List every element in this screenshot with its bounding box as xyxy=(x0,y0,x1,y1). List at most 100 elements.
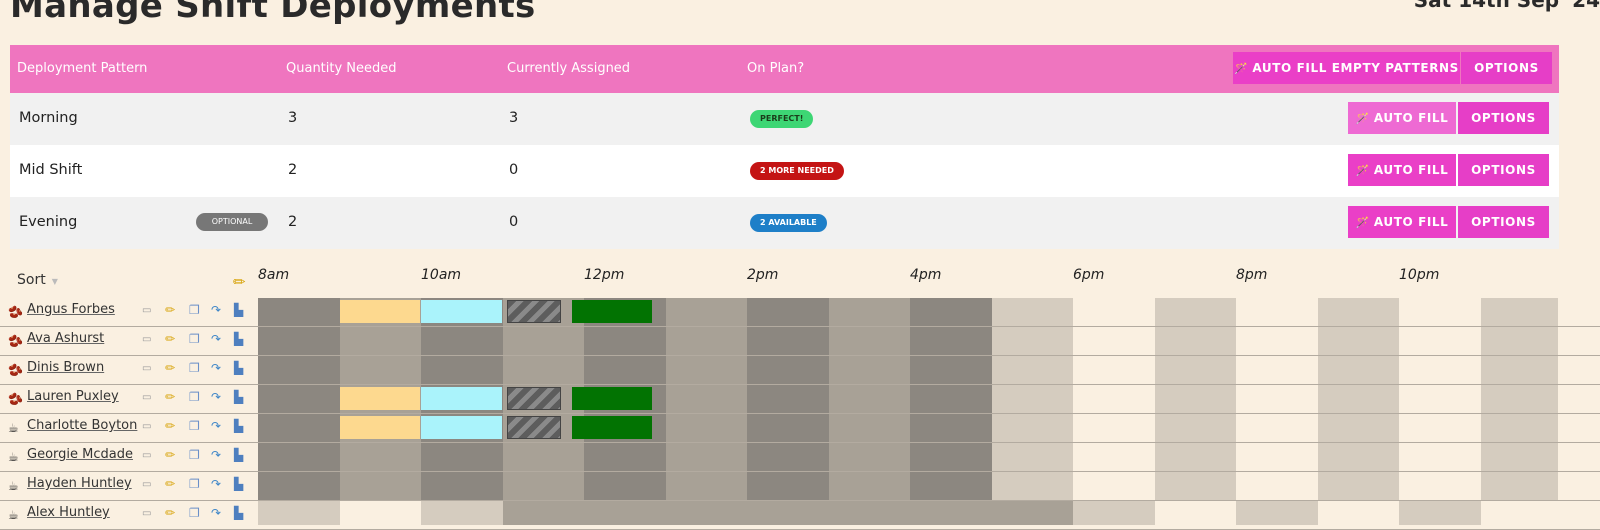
status-badge: 2 MORE NEEDED xyxy=(750,162,844,180)
time-label: 4pm xyxy=(910,267,942,283)
break-segment[interactable] xyxy=(506,387,561,410)
pencil-icon[interactable]: ✏ xyxy=(165,477,176,491)
redo-icon[interactable]: ↷ xyxy=(211,448,222,462)
pencil-icon[interactable]: ✏ xyxy=(165,506,176,520)
shift-segment-main[interactable] xyxy=(571,300,653,323)
employee-row: ☕ Charlotte Boyton ▭ ✏ ❐ ↷ ▙ xyxy=(8,414,258,443)
assign-icon[interactable]: ▙ xyxy=(234,419,244,433)
redo-icon[interactable]: ↷ xyxy=(211,506,222,520)
assign-icon[interactable]: ▙ xyxy=(234,361,244,375)
hour-block xyxy=(665,327,747,355)
sort-dropdown[interactable]: Sort ▼ xyxy=(17,272,58,288)
copy-icon[interactable]: ❐ xyxy=(189,419,200,433)
redo-icon[interactable]: ↷ xyxy=(211,390,222,404)
deployment-row-evening: Evening OPTIONAL 2 0 2 AVAILABLE 🪄 AUTO F… xyxy=(10,197,1559,249)
hour-block xyxy=(584,472,666,500)
pencil-icon[interactable]: ✏ xyxy=(165,419,176,433)
employee-name-link[interactable]: Georgie Mcdade xyxy=(27,447,133,462)
copy-icon[interactable]: ❐ xyxy=(189,477,200,491)
copy-icon[interactable]: ❐ xyxy=(189,303,200,317)
shift-segment-main[interactable] xyxy=(571,416,653,439)
ruler-icon[interactable]: ▭ xyxy=(142,334,152,345)
hour-block xyxy=(1317,443,1399,471)
hour-block xyxy=(258,327,340,355)
ruler-icon[interactable]: ▭ xyxy=(142,305,152,316)
employee-name-link[interactable]: Charlotte Boyton xyxy=(27,418,138,433)
copy-icon[interactable]: ❐ xyxy=(189,390,200,404)
ruler-icon[interactable]: ▭ xyxy=(142,479,152,490)
shift-segment-early[interactable] xyxy=(339,300,420,323)
auto-fill-empty-patterns-button[interactable]: 🪄 AUTO FILL EMPTY PATTERNS xyxy=(1233,52,1460,84)
hour-block xyxy=(258,356,340,384)
assign-icon[interactable]: ▙ xyxy=(234,390,244,404)
shift-segment-main[interactable] xyxy=(571,387,653,410)
pencil-icon[interactable]: ✏ xyxy=(165,361,176,375)
break-segment[interactable] xyxy=(506,416,561,439)
ruler-icon[interactable]: ▭ xyxy=(142,450,152,461)
schedule-row[interactable] xyxy=(258,414,1558,443)
shift-segment-late[interactable] xyxy=(421,300,502,323)
copy-icon[interactable]: ❐ xyxy=(189,448,200,462)
schedule-row[interactable] xyxy=(258,327,1558,356)
coffee-cup-icon: ☕ xyxy=(8,508,19,522)
redo-icon[interactable]: ↷ xyxy=(211,477,222,491)
employee-name-link[interactable]: Alex Huntley xyxy=(27,505,110,520)
shift-segment-late[interactable] xyxy=(421,416,502,439)
auto-fill-button[interactable]: 🪄 AUTO FILL xyxy=(1348,206,1456,238)
schedule-row[interactable] xyxy=(258,356,1558,385)
page-date: Sat 14th Sep '24 xyxy=(1413,0,1600,12)
ruler-icon[interactable]: ▭ xyxy=(142,392,152,403)
shift-segment-late[interactable] xyxy=(421,387,502,410)
assign-icon[interactable]: ▙ xyxy=(234,506,244,520)
row-divider xyxy=(0,471,1600,472)
hour-block xyxy=(910,414,992,442)
hour-block xyxy=(747,385,829,413)
schedule-row[interactable] xyxy=(258,472,1558,501)
pencil-icon[interactable]: ✏ xyxy=(165,303,176,317)
assign-icon[interactable]: ▙ xyxy=(234,332,244,346)
options-button[interactable]: OPTIONS xyxy=(1458,102,1549,134)
options-button[interactable]: OPTIONS xyxy=(1458,206,1549,238)
redo-icon[interactable]: ↷ xyxy=(211,361,222,375)
chevron-down-icon: ▼ xyxy=(51,277,58,286)
redo-icon[interactable]: ↷ xyxy=(211,332,222,346)
copy-icon[interactable]: ❐ xyxy=(189,506,200,520)
employee-name-link[interactable]: Lauren Puxley xyxy=(27,389,119,404)
redo-icon[interactable]: ↷ xyxy=(211,303,222,317)
schedule-row[interactable] xyxy=(258,298,1558,327)
auto-fill-button[interactable]: 🪄 AUTO FILL xyxy=(1348,154,1456,186)
employee-name-link[interactable]: Ava Ashurst xyxy=(27,331,105,346)
employee-name-link[interactable]: Hayden Huntley xyxy=(27,476,132,491)
employee-name-link[interactable]: Angus Forbes xyxy=(27,302,115,317)
shift-segment-early[interactable] xyxy=(339,416,420,439)
assign-icon[interactable]: ▙ xyxy=(234,477,244,491)
ruler-icon[interactable]: ▭ xyxy=(142,421,152,432)
assign-icon[interactable]: ▙ xyxy=(234,448,244,462)
ruler-icon[interactable]: ▭ xyxy=(142,363,152,374)
auto-fill-button[interactable]: 🪄 AUTO FILL xyxy=(1348,102,1456,134)
auto-fill-empty-label: AUTO FILL EMPTY PATTERNS xyxy=(1252,61,1459,75)
assign-icon[interactable]: ▙ xyxy=(234,303,244,317)
schedule-row[interactable] xyxy=(258,385,1558,414)
pencil-icon[interactable]: ✏ xyxy=(165,332,176,346)
hour-block xyxy=(910,356,992,384)
hour-block xyxy=(828,385,910,413)
employee-name-link[interactable]: Dinis Brown xyxy=(27,360,105,375)
magic-wand-icon: 🪄 xyxy=(1355,216,1370,229)
schedule-row[interactable] xyxy=(258,501,1558,525)
schedule-row[interactable] xyxy=(258,443,1558,472)
header-quantity-needed: Quantity Needed xyxy=(286,61,397,76)
break-segment[interactable] xyxy=(506,300,561,323)
options-button[interactable]: OPTIONS xyxy=(1458,154,1549,186)
redo-icon[interactable]: ↷ xyxy=(211,419,222,433)
copy-icon[interactable]: ❐ xyxy=(189,361,200,375)
copy-icon[interactable]: ❐ xyxy=(189,332,200,346)
pencil-icon[interactable]: ✏ xyxy=(165,390,176,404)
ruler-icon[interactable]: ▭ xyxy=(142,508,152,519)
shift-segment-early[interactable] xyxy=(339,387,420,410)
employee-row: 🫘 Lauren Puxley ▭ ✏ ❐ ↷ ▙ xyxy=(8,385,258,414)
pencil-icon[interactable]: ✏ xyxy=(165,448,176,462)
header-options-button[interactable]: OPTIONS xyxy=(1461,52,1552,84)
employee-row: 🫘 Ava Ashurst ▭ ✏ ❐ ↷ ▙ xyxy=(8,327,258,356)
pencil-icon[interactable]: ✏ xyxy=(233,273,246,291)
